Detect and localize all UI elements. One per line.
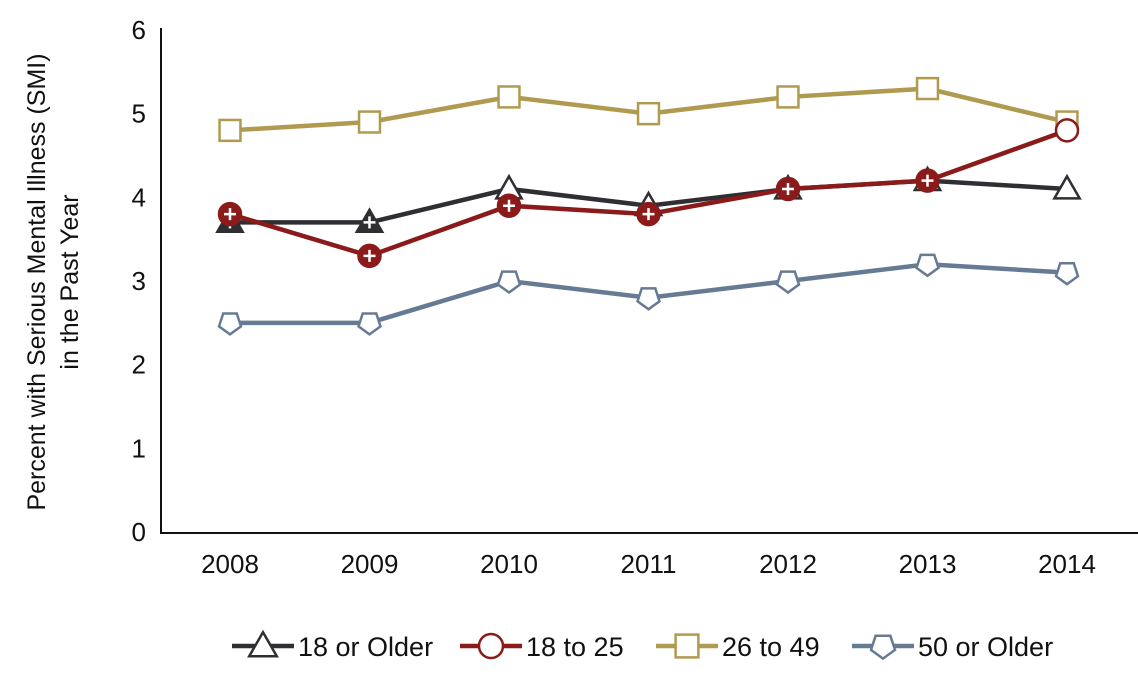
series-50-or-older — [217, 253, 1080, 336]
x-tick-label: 2013 — [899, 549, 957, 579]
pentagon-marker — [217, 312, 243, 336]
axes — [160, 28, 1138, 534]
x-tick-label: 2014 — [1038, 549, 1096, 579]
x-tick-label: 2008 — [201, 549, 259, 579]
legend-item: 18 to 25 — [460, 632, 624, 662]
pentagon-marker — [357, 312, 382, 336]
x-tick-label: 2009 — [341, 549, 399, 579]
legend-item: 18 or Older — [232, 629, 433, 662]
y-axis-label: Percent with Serious Mental Illness (SMI… — [23, 53, 84, 510]
legend-label: 18 to 25 — [526, 632, 624, 662]
triangle-marker — [247, 629, 279, 658]
square-marker — [218, 118, 242, 143]
triangle-marker — [1052, 173, 1082, 200]
circle-marker — [1054, 118, 1080, 143]
series-18-to-25 — [217, 118, 1080, 269]
significance-plus-icon — [224, 208, 236, 221]
series-26-to-49 — [218, 76, 1079, 143]
significance-plus-icon — [503, 199, 515, 212]
legend-item: 50 or Older — [852, 632, 1053, 662]
y-tick-label: 3 — [132, 266, 146, 296]
x-tick-labels: 2008 2009 2010 2011 2012 2013 2014 — [201, 549, 1096, 579]
y-tick-label: 0 — [132, 517, 146, 547]
legend-item: 26 to 49 — [656, 632, 820, 662]
y-tick-label: 5 — [132, 99, 146, 129]
significance-plus-icon — [363, 216, 376, 229]
pentagon-marker — [1054, 262, 1080, 286]
square-marker — [636, 101, 661, 126]
plot-area — [215, 76, 1082, 336]
y-tick-labels: 0 1 2 3 4 5 6 — [132, 15, 146, 547]
legend-label: 50 or Older — [918, 632, 1053, 662]
x-tick-label: 2010 — [480, 549, 538, 579]
significance-plus-icon — [642, 208, 655, 221]
legend: 18 or Older 18 to 25 26 to 49 50 or Older — [232, 629, 1053, 662]
square-marker — [776, 85, 800, 109]
y-tick-label: 2 — [132, 350, 146, 380]
pentagon-marker — [636, 287, 661, 311]
pentagon-marker — [915, 253, 940, 278]
pentagon-marker — [775, 270, 801, 295]
x-tick-label: 2011 — [621, 549, 677, 579]
pentagon-marker — [496, 270, 522, 295]
y-axis-label-line-1: Percent with Serious Mental Illness (SMI… — [23, 53, 51, 510]
x-tick-label: 2012 — [759, 549, 817, 579]
square-marker — [674, 633, 700, 659]
significance-plus-icon — [921, 174, 934, 187]
square-marker — [915, 76, 940, 101]
legend-label: 18 or Older — [298, 632, 433, 662]
y-axis-label-line-2: in the Past Year — [56, 194, 84, 369]
pentagon-marker — [869, 634, 897, 661]
y-tick-label: 4 — [132, 182, 146, 212]
y-tick-label: 1 — [132, 433, 146, 463]
y-tick-label: 6 — [132, 15, 146, 45]
circle-marker — [477, 632, 505, 660]
significance-plus-icon — [363, 249, 376, 262]
square-marker — [357, 110, 382, 134]
square-marker — [497, 85, 521, 109]
legend-label: 26 to 49 — [722, 632, 820, 662]
significance-plus-icon — [782, 182, 794, 195]
